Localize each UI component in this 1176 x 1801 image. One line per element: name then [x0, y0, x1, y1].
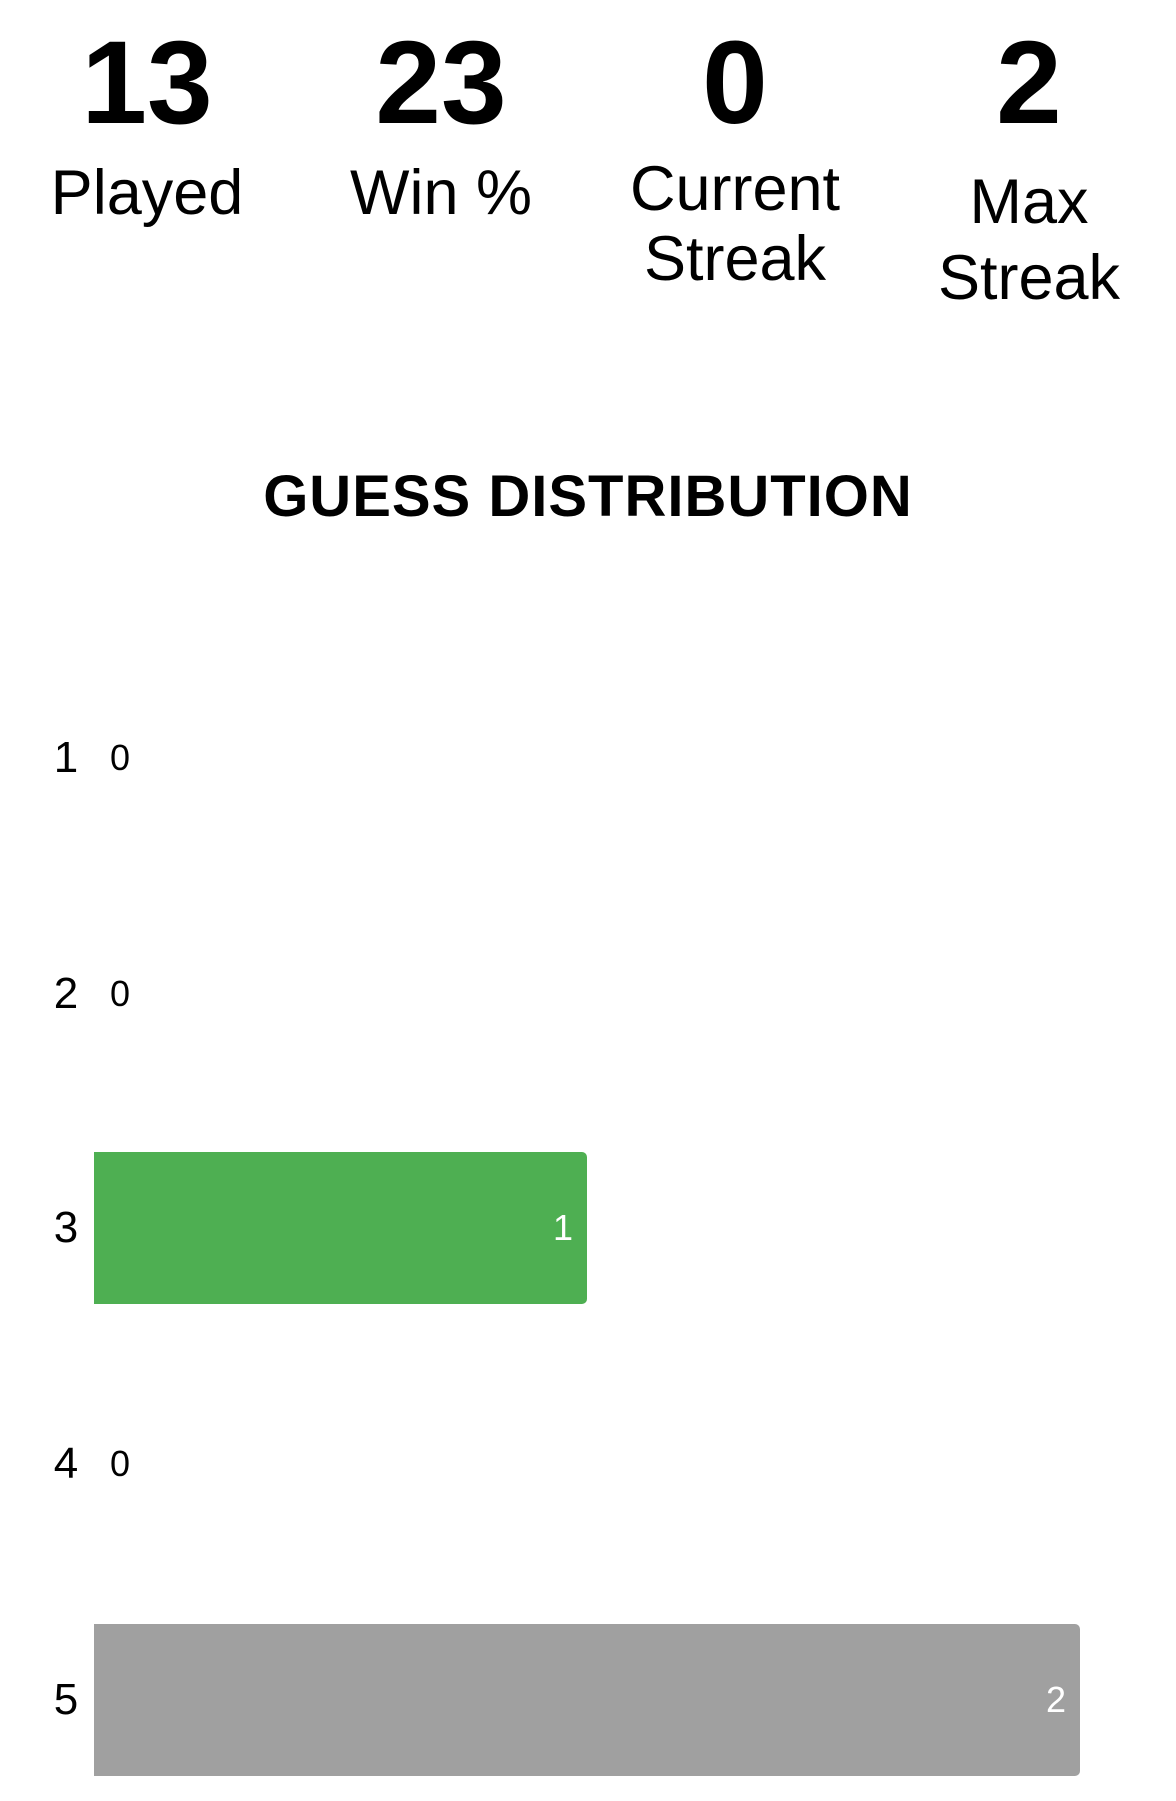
guess-number-label: 4	[53, 1439, 79, 1488]
guess-distribution-heading: GUESS DISTRIBUTION	[263, 464, 913, 529]
stat-value: 0	[702, 17, 768, 149]
stat-value: 13	[81, 17, 213, 149]
stat-max-streak: 2 Max Streak	[882, 17, 1176, 316]
distribution-bar-3: 1	[94, 1152, 587, 1304]
stat-played: 13 Played	[0, 17, 294, 228]
guess-number-label: 3	[53, 1203, 79, 1252]
bar-count-label: 0	[110, 973, 131, 1014]
stat-current-streak: 0 Current Streak	[588, 17, 882, 294]
bar-count-label: 2	[1045, 1679, 1066, 1720]
stat-label: Played	[50, 158, 244, 228]
bar-count-label: 1	[552, 1207, 573, 1248]
guess-number-label: 2	[53, 969, 79, 1018]
distribution-bar-2: 0	[94, 918, 154, 1070]
stat-value: 2	[996, 17, 1062, 149]
distribution-bar-4: 0	[94, 1388, 154, 1540]
stat-win-percent: 23 Win %	[294, 17, 588, 228]
distribution-bar-5: 2	[94, 1624, 1080, 1776]
stat-label: Current Streak	[629, 154, 841, 294]
stat-label: Win %	[349, 158, 533, 228]
bar-count-label: 0	[110, 737, 131, 778]
guess-number-label: 5	[53, 1675, 79, 1724]
stat-value: 23	[375, 17, 507, 149]
bar-count-label: 0	[110, 1443, 131, 1484]
guess-number-label: 1	[53, 733, 79, 782]
distribution-bar-1: 0	[94, 682, 154, 834]
stats-row: 13 Played 23 Win % 0 Current Streak 2 Ma…	[0, 17, 1176, 328]
stat-label: Max Streak	[937, 167, 1121, 313]
